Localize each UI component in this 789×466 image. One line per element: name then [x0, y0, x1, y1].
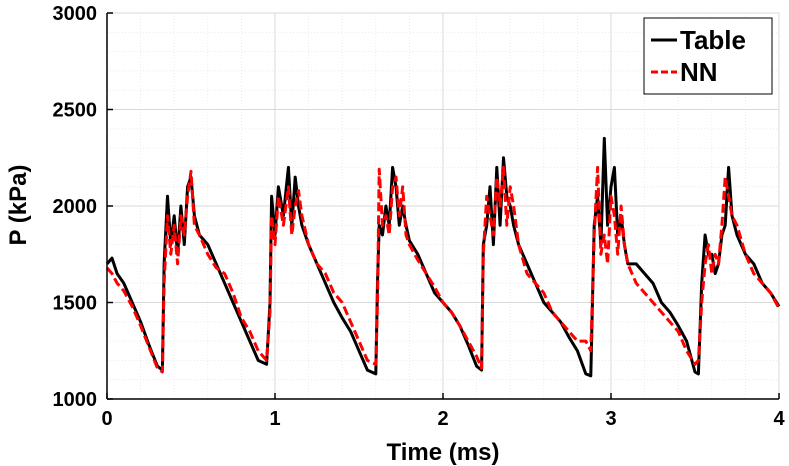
y-tick-label: 2000: [53, 196, 98, 218]
x-tick-label: 3: [605, 408, 616, 430]
x-axis-ticks: 0 1 2 3 4: [101, 393, 785, 430]
series-line-nn: [105, 165, 781, 374]
x-axis-title: Time (ms): [387, 439, 500, 466]
x-tick-label: 4: [773, 408, 785, 430]
y-tick-label: 3000: [53, 3, 98, 25]
legend-label-nn: NN: [680, 57, 718, 87]
legend-label-table: Table: [680, 25, 746, 55]
y-tick-label: 1000: [53, 389, 98, 411]
y-axis-ticks: 1000 1500 2000 2500 3000: [53, 3, 113, 411]
plot-series: [105, 136, 781, 378]
x-tick-label: 0: [101, 408, 112, 430]
y-tick-label: 1500: [53, 293, 98, 315]
legend-box: [643, 17, 773, 95]
legend: Table NN: [643, 17, 773, 95]
y-tick-label: 2500: [53, 100, 98, 122]
x-tick-label: 2: [437, 408, 448, 430]
x-tick-label: 1: [269, 408, 280, 430]
y-axis-title: P (kPa): [5, 165, 32, 246]
